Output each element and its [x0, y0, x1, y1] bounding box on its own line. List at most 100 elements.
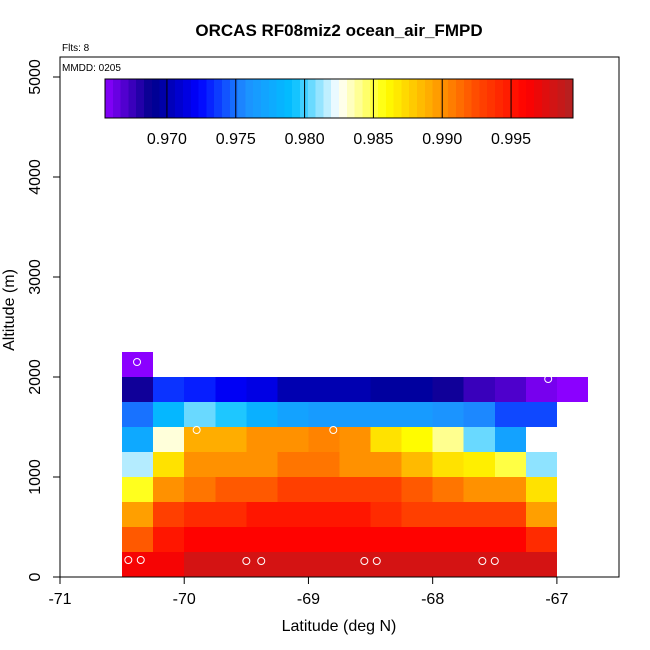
heatmap-cell-r0-c3 — [215, 552, 247, 577]
heatmap-cell-r2-c10 — [432, 502, 464, 527]
x-tick-label: -69 — [297, 591, 320, 608]
heatmap-cell-r7-c13 — [525, 377, 557, 402]
x-tick-label: -71 — [48, 591, 71, 608]
heatmap-cell-r6-c2 — [184, 402, 216, 427]
colorbar-segment — [393, 79, 402, 118]
heatmap-cell-r3-c9 — [401, 477, 433, 502]
heatmap-cell-r7-c1 — [153, 377, 185, 402]
colorbar-segment — [495, 79, 504, 118]
flight-marker-0 — [124, 556, 133, 564]
heatmap-cell-r7-c8 — [370, 377, 402, 402]
colorbar-segment — [292, 79, 301, 118]
mmdd-note: MMDD: 0205 — [62, 63, 121, 74]
heatmap-cell-r3-c7 — [339, 477, 371, 502]
heatmap-cell-r0-c1 — [153, 552, 185, 577]
heatmap-cell-r6-c1 — [153, 402, 185, 427]
x-axis-label: Latitude (deg N) — [282, 618, 397, 635]
heatmap-cell-r3-c13 — [525, 477, 557, 502]
y-tick-label: 2000 — [27, 359, 44, 395]
y-tick-label: 1000 — [27, 459, 44, 495]
heatmap-cell-r4-c10 — [432, 452, 464, 477]
heatmap-cell-r3-c4 — [246, 477, 278, 502]
flight-marker-2 — [242, 557, 251, 565]
heatmap-cell-r7-c9 — [401, 377, 433, 402]
heatmap-cell-r3-c0 — [122, 477, 154, 502]
chart-title: ORCAS RF08miz2 ocean_air_FMPD — [195, 21, 482, 40]
heatmap-cell-r5-c1 — [153, 427, 185, 452]
flight-marker-8 — [133, 358, 142, 366]
heatmap-cell-r2-c0 — [122, 502, 154, 527]
heatmap-cell-r0-c12 — [494, 552, 526, 577]
heatmap-cell-r6-c11 — [463, 402, 495, 427]
heatmap-cell-r1-c6 — [308, 527, 340, 552]
heatmap-cell-r1-c5 — [277, 527, 309, 552]
heatmap-cell-r0-c5 — [277, 552, 309, 577]
heatmap-cell-r1-c0 — [122, 527, 154, 552]
heatmap-cell-r2-c13 — [525, 502, 557, 527]
colorbar-segment — [385, 79, 395, 118]
heatmap-cell-r6-c5 — [277, 402, 309, 427]
heatmap-cell-r4-c1 — [153, 452, 185, 477]
heatmap-cell-r4-c6 — [308, 452, 340, 477]
colorbar-segment — [479, 79, 488, 118]
colorbar-segment — [417, 79, 426, 118]
colorbar-segment — [378, 79, 387, 118]
x-tick-label: -70 — [173, 591, 196, 608]
heatmap-cell-r3-c1 — [153, 477, 185, 502]
heatmap-cell-r3-c11 — [463, 477, 495, 502]
heatmap-cell-r6-c8 — [370, 402, 402, 427]
colorbar-segment — [159, 79, 168, 118]
heatmap-cell-r7-c5 — [277, 377, 309, 402]
heatmap-cell-r6-c3 — [215, 402, 247, 427]
heatmap-cell-r1-c12 — [494, 527, 526, 552]
colorbar-segment — [401, 79, 410, 118]
x-tick-label: -68 — [421, 591, 444, 608]
heatmap-cell-r6-c7 — [339, 402, 371, 427]
colorbar-segment — [440, 79, 449, 118]
colorbar-segment — [175, 79, 184, 118]
heatmap-cells — [122, 352, 588, 577]
heatmap-cell-r2-c5 — [277, 502, 309, 527]
heatmap-cell-r1-c7 — [339, 527, 371, 552]
heatmap-cell-r6-c0 — [122, 402, 154, 427]
heatmap-cell-r6-c4 — [246, 402, 278, 427]
heatmap-cell-r5-c9 — [401, 427, 433, 452]
colorbar-segment — [526, 79, 535, 118]
heatmap-cell-r2-c9 — [401, 502, 433, 527]
heatmap-cell-r1-c11 — [463, 527, 495, 552]
x-tick-label: -67 — [545, 591, 568, 608]
colorbar-segment — [510, 79, 519, 118]
heatmap-cell-r0-c9 — [401, 552, 433, 577]
colorbar-segment — [120, 79, 129, 118]
y-tick-label: 0 — [27, 572, 44, 581]
colorbar-segment — [222, 79, 231, 118]
flight-marker-6 — [478, 557, 487, 565]
heatmap-cell-r1-c10 — [432, 527, 464, 552]
colorbar-segment — [128, 79, 137, 118]
colorbar-segment — [214, 79, 223, 118]
heatmap-cell-r7-c12 — [494, 377, 526, 402]
colorbar-segment — [534, 79, 543, 118]
colorbar-tick-label: 0.990 — [422, 131, 462, 148]
colorbar-segment — [307, 79, 317, 118]
heatmap-cell-r4-c5 — [277, 452, 309, 477]
colorbar-tick-label: 0.970 — [147, 131, 187, 148]
colorbar-tick-label: 0.995 — [491, 131, 531, 148]
flight-marker-4 — [360, 557, 369, 565]
heatmap-cell-r5-c11 — [463, 427, 495, 452]
heatmap-cell-r3-c8 — [370, 477, 402, 502]
flight-marker-9 — [192, 426, 201, 434]
heatmap-cell-r0-c10 — [432, 552, 464, 577]
heatmap-cell-r2-c7 — [339, 502, 371, 527]
colorbar-segment — [362, 79, 371, 118]
colorbar-segment — [136, 79, 145, 118]
colorbar-segment — [456, 79, 465, 118]
colorbar-segment — [245, 79, 254, 118]
colorbar-segment — [346, 79, 356, 118]
heatmap-cell-r5-c0 — [122, 427, 154, 452]
heatmap-cell-r2-c11 — [463, 502, 495, 527]
colorbar-tick-label: 0.985 — [353, 131, 393, 148]
flight-markers — [124, 358, 553, 565]
heatmap-cell-r2-c12 — [494, 502, 526, 527]
